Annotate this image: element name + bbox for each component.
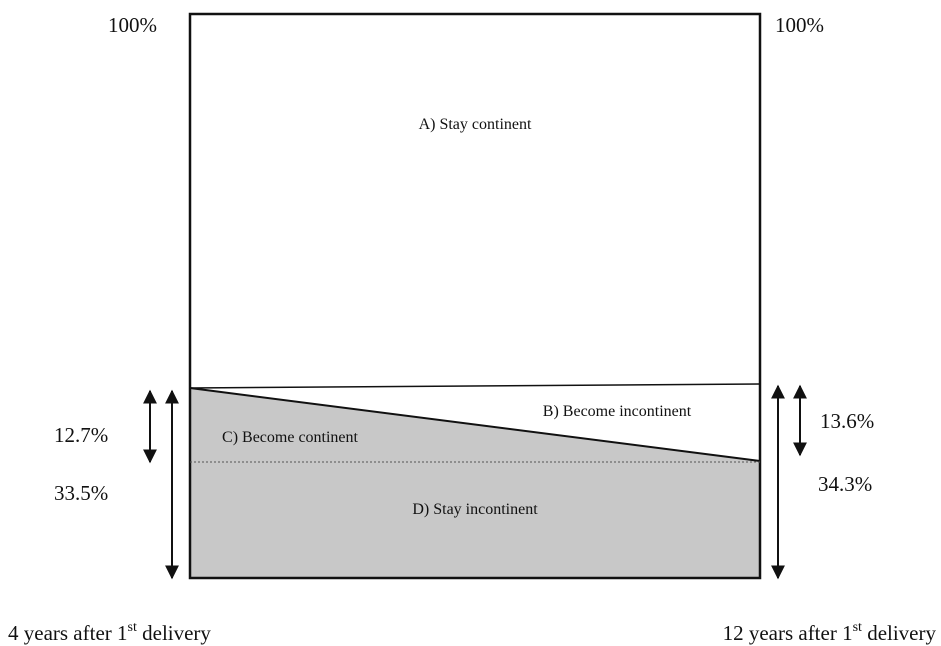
- right-inner-label: 13.6%: [820, 409, 874, 433]
- diagonal-line: [189, 387, 761, 462]
- label-rest: delivery: [862, 621, 937, 645]
- divider-line: [189, 383, 761, 389]
- bottom-left-label: 4 years after 1st delivery: [8, 620, 211, 645]
- region-label: B) Become incontinent: [543, 403, 692, 420]
- region-label: A) Stay continent: [419, 116, 532, 133]
- right-outer-label: 34.3%: [818, 472, 872, 496]
- label-main: 4 years after 1: [8, 621, 128, 645]
- top-right-label: 100%: [775, 13, 824, 37]
- bottom-right-label: 12 years after 1st delivery: [723, 620, 937, 645]
- top-left-label: 100%: [108, 13, 157, 37]
- incontinent-area: [190, 388, 760, 578]
- label-main: 12 years after 1: [723, 621, 853, 645]
- label-sup: st: [128, 620, 137, 635]
- region-label: C) Become continent: [222, 429, 359, 446]
- left-inner-label: 12.7%: [54, 423, 108, 447]
- label-rest: delivery: [137, 621, 212, 645]
- frame: [188, 12, 762, 580]
- label-sup: st: [853, 620, 862, 635]
- left-outer-label: 33.5%: [54, 481, 108, 505]
- region-label: D) Stay incontinent: [412, 501, 538, 518]
